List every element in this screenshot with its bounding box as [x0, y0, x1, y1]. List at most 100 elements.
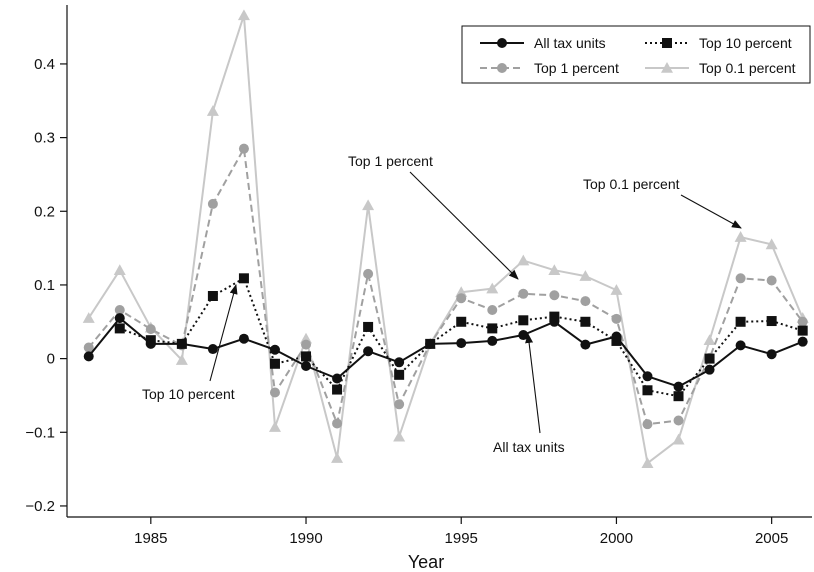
data-point-top-1-percent [394, 399, 405, 410]
data-point-top-1-percent [332, 418, 343, 429]
data-point-top-1-percent [363, 268, 374, 279]
data-point-top-1-percent [207, 198, 218, 209]
data-point-top-0-1-percent [268, 421, 281, 432]
data-point-all-tax-units [580, 339, 591, 350]
data-point-top-0-1-percent [579, 270, 592, 281]
legend-label: Top 10 percent [699, 35, 792, 51]
data-point-top-0-1-percent [641, 457, 654, 469]
data-point-top-0-1-percent [82, 312, 95, 323]
annotation-top-1-percent: Top 1 percent [348, 153, 433, 169]
x-tick-label: 1990 [289, 530, 322, 547]
legend-marker [661, 62, 673, 73]
data-point-top-0-1-percent [734, 231, 747, 242]
data-point-all-tax-units [114, 313, 125, 324]
x-axis-ticks: 1985 1990 1995 2000 2005 [134, 517, 788, 547]
data-point-top-10-percent [735, 316, 746, 327]
legend-marker [497, 63, 507, 73]
data-point-top-0-1-percent [206, 105, 219, 116]
data-point-top-10-percent [363, 321, 374, 332]
data-point-all-tax-units [425, 338, 436, 349]
data-point-all-tax-units [456, 338, 467, 349]
legend-box [461, 25, 811, 84]
y-tick-label: 0.4 [34, 56, 55, 73]
data-point-all-tax-units [145, 338, 156, 349]
legend-item-top-10-percent: Top 10 percent [645, 35, 792, 51]
legend-marker [497, 38, 507, 48]
legend-marker [662, 38, 672, 48]
data-point-top-1-percent [735, 273, 746, 284]
annotations: Top 1 percent Top 0.1 percent Top 10 per… [142, 153, 742, 455]
x-tick-label: 2000 [600, 530, 633, 547]
data-point-top-10-percent [238, 273, 249, 284]
annotation-top-1-percent-arrow [409, 171, 519, 280]
series-line-all-tax-units [87, 317, 804, 388]
y-tick-label: 0.3 [34, 130, 55, 147]
annotation-top-0-1-percent-arrow [680, 194, 742, 229]
data-point-top-0-1-percent [548, 264, 561, 276]
data-point-all-tax-units [301, 360, 312, 371]
data-point-all-tax-units [797, 336, 808, 347]
data-point-top-10-percent [207, 290, 218, 301]
data-point-all-tax-units [518, 330, 529, 341]
data-point-top-1-percent [611, 313, 622, 324]
data-point-top-10-percent [332, 384, 343, 395]
data-point-all-tax-units [766, 349, 777, 360]
data-point-all-tax-units [207, 344, 218, 355]
data-point-top-10-percent [114, 323, 125, 334]
legend-label: Top 0.1 percent [699, 60, 796, 76]
data-point-top-0-1-percent [237, 9, 250, 21]
data-point-top-0-1-percent [517, 254, 530, 266]
data-point-top-1-percent [301, 339, 312, 350]
annotation-top-0-1-percent: Top 0.1 percent [583, 176, 680, 192]
data-point-top-1-percent [549, 290, 560, 301]
x-tick-label: 1995 [445, 530, 478, 547]
data-point-all-tax-units [363, 346, 374, 357]
data-point-top-10-percent [456, 316, 467, 327]
data-point-top-0-1-percent [610, 284, 623, 295]
annotation-top-10-percent: Top 10 percent [142, 386, 235, 402]
data-point-top-10-percent [394, 369, 405, 380]
x-axis-title: Year [408, 552, 444, 572]
series-line-top-0-1-percent [87, 14, 804, 465]
data-point-top-1-percent [766, 275, 777, 286]
y-tick-label: −0.2 [25, 498, 55, 515]
legend-item-top-0-1-percent: Top 0.1 percent [645, 60, 796, 76]
data-point-all-tax-units [83, 351, 94, 362]
legend-item-top-1-percent: Top 1 percent [480, 60, 619, 76]
data-point-top-10-percent [549, 311, 560, 322]
data-point-top-1-percent [145, 324, 156, 335]
data-point-all-tax-units [332, 373, 343, 384]
data-point-top-0-1-percent [362, 199, 375, 211]
x-tick-label: 1985 [134, 530, 167, 547]
data-point-top-10-percent [487, 323, 498, 334]
data-point-top-10-percent [642, 385, 653, 396]
legend-items: All tax units Top 10 percent Top 1 percent… [480, 35, 796, 76]
data-point-top-10-percent [301, 351, 312, 362]
annotation-all-tax-units-arrow [525, 333, 541, 434]
legend-label: Top 1 percent [534, 60, 619, 76]
data-point-all-tax-units [549, 316, 560, 327]
data-point-top-1-percent [456, 293, 467, 304]
data-point-top-1-percent [518, 288, 529, 299]
data-point-all-tax-units [238, 333, 249, 344]
legend-label: All tax units [534, 35, 606, 51]
data-point-all-tax-units [704, 364, 715, 375]
data-point-top-1-percent [797, 316, 808, 327]
data-point-top-10-percent [797, 325, 808, 336]
data-point-top-10-percent [518, 315, 529, 326]
data-point-top-1-percent [269, 387, 280, 398]
series-line-top-1-percent [87, 147, 804, 426]
data-point-all-tax-units [735, 340, 746, 351]
data-point-all-tax-units [673, 381, 684, 392]
annotation-all-tax-units: All tax units [493, 439, 565, 455]
data-point-all-tax-units [611, 331, 622, 342]
data-point-top-1-percent [487, 304, 498, 315]
data-point-top-1-percent [114, 304, 125, 315]
legend: All tax units Top 10 percent Top 1 percent… [461, 25, 811, 84]
series-all-tax-units [83, 313, 808, 392]
data-point-top-1-percent [83, 342, 94, 353]
data-point-top-10-percent [766, 316, 777, 327]
data-point-all-tax-units [487, 335, 498, 346]
